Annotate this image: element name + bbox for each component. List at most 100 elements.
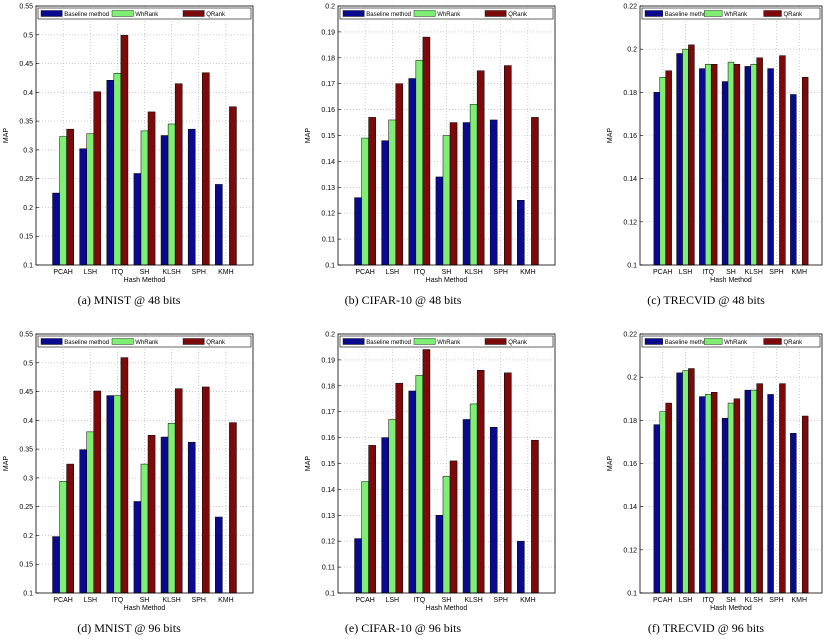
x-tick-label-itq: ITQ	[702, 269, 714, 276]
legend-swatch-baseline	[342, 10, 365, 17]
x-tick-label-kmh: KMH	[791, 269, 807, 276]
bar-qrank-sph	[779, 55, 786, 266]
bar-whrank-lsh	[388, 419, 397, 594]
x-tick-label-itq: ITQ	[414, 269, 426, 276]
x-tick-label-pcah: PCAH	[53, 269, 72, 276]
bar-whrank-lsh	[86, 133, 95, 266]
bar-baseline-lsh	[676, 53, 683, 266]
x-tick-label-sh: SH	[140, 269, 150, 276]
x-tick-label-sh: SH	[442, 597, 452, 604]
y-tick-label: 0.2	[627, 375, 637, 382]
legend-label-baseline: Baseline method	[366, 340, 411, 346]
bar-whrank-itq	[415, 60, 424, 266]
bar-whrank-sh	[442, 476, 451, 594]
chart-a: 0.1 0.15 0.2 0.25 0.3 0.35 0.4 0.45 0.5 0.55 PCAH L…	[3, 4, 254, 284]
x-tick-label-kmh: KMH	[218, 269, 234, 276]
y-tick-label: 0.12	[623, 219, 637, 226]
y-tick-label: 0.3	[23, 147, 33, 154]
y-tick-label: 0.18	[321, 383, 335, 390]
x-tick-label-lsh: LSH	[385, 597, 399, 604]
x-tick-label-sh: SH	[140, 597, 150, 604]
y-tick-label: 0.22	[623, 4, 637, 11]
y-tick-label: 0.1	[23, 591, 33, 598]
y-tick-label: 0.1	[325, 591, 335, 598]
legend-swatch-baseline	[40, 10, 63, 17]
bar-qrank-itq	[422, 36, 431, 266]
bar-qrank-sph	[202, 386, 210, 594]
chart-e: 0.1 0.11 0.12 0.13 0.14 0.15 0.16 0.17 0.18 0.19 0…	[305, 332, 556, 612]
legend-swatch-whrank	[704, 338, 723, 345]
legend-swatch-qrank	[182, 338, 205, 345]
bar-whrank-klsh	[469, 104, 478, 266]
bar-baseline-klsh	[462, 419, 471, 594]
bar-baseline-itq	[699, 68, 706, 266]
x-axis-label: Hash Method	[710, 277, 752, 284]
x-tick-label-klsh: KLSH	[464, 269, 482, 276]
legend-label-qrank: QRank	[206, 12, 226, 18]
bar-qrank-klsh	[476, 370, 485, 594]
x-tick-label-klsh: KLSH	[745, 597, 763, 604]
y-tick-label: 0.16	[321, 435, 335, 442]
x-tick-label-kmh: KMH	[218, 597, 234, 604]
y-axis-label: MAP	[607, 456, 614, 472]
bar-qrank-lsh	[93, 390, 102, 594]
bar-qrank-sh	[733, 398, 741, 594]
bar-baseline-itq	[408, 390, 417, 594]
x-tick-label-klsh: KLSH	[745, 269, 763, 276]
y-tick-label: 0.1	[23, 263, 33, 270]
y-tick-label: 0.5	[23, 360, 33, 367]
y-tick-label: 0.2	[23, 533, 33, 540]
y-tick-label: 0.16	[623, 461, 637, 468]
y-tick-label: 0.25	[19, 504, 33, 511]
legend-box	[641, 7, 821, 20]
legend-swatch-qrank	[763, 10, 782, 17]
bar-whrank-lsh	[86, 431, 95, 594]
bar-baseline-kmh	[517, 200, 525, 266]
bar-baseline-klsh	[160, 436, 169, 594]
y-tick-label: 0.14	[321, 487, 335, 494]
y-tick-label: 0.35	[19, 119, 33, 126]
bar-qrank-lsh	[688, 44, 695, 266]
y-tick-label: 0.13	[321, 185, 335, 192]
bar-qrank-klsh	[174, 83, 183, 266]
bar-baseline-pcah	[354, 538, 362, 594]
bar-baseline-lsh	[381, 437, 389, 594]
bar-whrank-pcah	[659, 411, 666, 594]
x-tick-label-lsh: LSH	[385, 269, 399, 276]
bar-qrank-kmh	[531, 117, 539, 266]
bar-qrank-pcah	[665, 70, 672, 266]
bar-baseline-sph	[489, 119, 498, 266]
bar-baseline-sh	[133, 501, 142, 594]
bar-qrank-kmh	[229, 106, 237, 266]
bar-whrank-itq	[705, 64, 712, 266]
y-tick-label: 0.2	[325, 332, 335, 339]
y-tick-label: 0.14	[321, 159, 335, 166]
y-tick-label: 0.55	[19, 4, 33, 11]
bar-baseline-kmh	[215, 184, 223, 266]
x-tick-label-kmh: KMH	[520, 597, 536, 604]
legend-label-baseline: Baseline method	[366, 12, 411, 18]
y-tick-label: 0.1	[325, 263, 335, 270]
y-tick-label: 0.4	[23, 90, 33, 97]
bar-baseline-pcah	[52, 192, 60, 266]
legend: Baseline method WhRank QRank	[37, 7, 252, 20]
legend-swatch-baseline	[644, 338, 663, 345]
x-tick-label-kmh: KMH	[520, 269, 536, 276]
legend: Baseline method WhRank QRank	[641, 7, 821, 20]
bar-whrank-sh	[727, 402, 735, 594]
legend-box	[339, 335, 554, 348]
caption-f: (f) TRECVID @ 96 bits	[647, 621, 765, 635]
legend-label-whrank: WhRank	[437, 340, 461, 346]
x-tick-label-klsh: KLSH	[464, 597, 482, 604]
bar-qrank-pcah	[368, 117, 376, 266]
y-axis-label: MAP	[305, 456, 312, 472]
bar-baseline-pcah	[653, 92, 661, 266]
bar-qrank-sh	[733, 64, 741, 266]
bar-baseline-sh	[133, 173, 142, 266]
plot-frame	[35, 333, 254, 594]
legend-label-baseline: Baseline method	[64, 12, 109, 18]
x-tick-label-itq: ITQ	[112, 269, 124, 276]
legend: Baseline method WhRank QRank	[37, 335, 252, 348]
bar-whrank-pcah	[659, 76, 666, 266]
y-tick-label: 0.2	[23, 205, 33, 212]
